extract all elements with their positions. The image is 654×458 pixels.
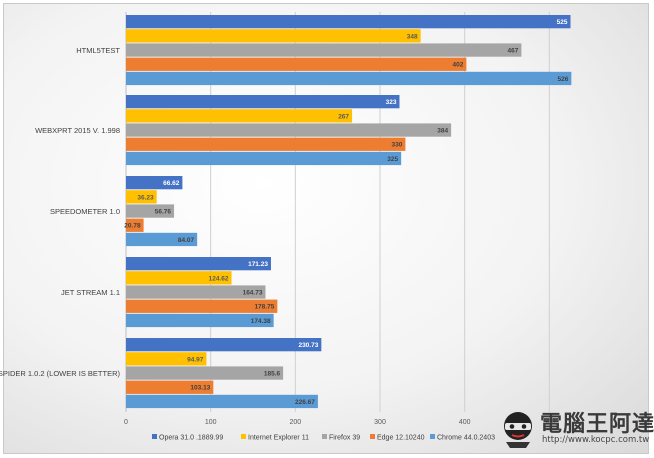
watermark-url: http://www.kocpc.com.tw	[542, 435, 650, 445]
value-label: 94.97	[187, 356, 204, 363]
x-tick-label: 300	[374, 419, 386, 426]
value-label: 171.23	[248, 261, 268, 268]
bar	[126, 380, 214, 394]
x-tick-label: 100	[205, 419, 217, 426]
bar	[126, 271, 232, 285]
value-labels: 525 348 467 402 526 323 267 384 330 325 66.62 36.23…	[124, 19, 568, 406]
bar	[126, 151, 402, 166]
value-label: 103.13	[190, 385, 210, 392]
legend-swatch	[152, 434, 157, 439]
value-label: 384	[437, 127, 448, 134]
value-label: 36.23	[137, 194, 154, 201]
legend-label: Internet Explorer 11	[248, 435, 309, 442]
value-label: 20.78	[124, 223, 141, 230]
value-label: 164.73	[243, 289, 263, 296]
value-label: 185.6	[264, 370, 281, 377]
value-label: 330	[392, 142, 403, 149]
x-tick-labels: 0 100 200 300 400 500	[124, 419, 555, 426]
x-tick-label: 0	[124, 419, 128, 426]
bar	[126, 29, 421, 43]
legend-label: Opera 31.0 .1889.99	[159, 435, 223, 442]
value-label: 325	[387, 156, 398, 163]
bar	[126, 313, 274, 328]
value-label: 402	[453, 62, 464, 69]
value-label: 84.07	[178, 237, 195, 244]
category-label: SPEEDOMETER 1.0	[50, 207, 120, 216]
category-label: HTML5TEST	[76, 46, 120, 55]
bar	[126, 299, 278, 313]
x-tick-label: 200	[289, 419, 301, 426]
legend-label: Chrome 44.0.2403	[437, 435, 495, 442]
legend-swatch	[370, 434, 375, 439]
bar	[126, 176, 183, 190]
value-label: 526	[557, 76, 568, 83]
legend-swatch	[430, 434, 435, 439]
category-label: JET STREAM 1.1	[61, 288, 120, 297]
value-label: 230.73	[298, 342, 318, 349]
value-label: 178.75	[254, 304, 274, 311]
legend-swatch	[322, 434, 327, 439]
bar	[126, 137, 406, 151]
bar	[126, 232, 198, 247]
mascot-logo-icon	[504, 412, 532, 448]
value-label: 124.62	[209, 275, 229, 282]
bar	[126, 285, 266, 299]
category-labels: HTML5TEST WEBXPRT 2015 V. 1.998 SPEEDOMETE…	[0, 46, 120, 378]
watermark-logo-text: 電腦王阿達	[540, 412, 654, 437]
legend: Opera 31.0 .1889.99 Internet Explorer 11 F…	[152, 434, 495, 442]
value-label: 66.62	[163, 180, 180, 187]
legend-label: Edge 12.10240	[377, 435, 425, 442]
bar	[126, 394, 318, 409]
bar	[126, 190, 157, 204]
value-label: 267	[338, 113, 349, 120]
legend-swatch	[241, 434, 246, 439]
watermark: 電腦王阿達 http://www.kocpc.com.tw	[496, 404, 654, 450]
legend-label: Firefox 39	[329, 435, 360, 442]
bar	[126, 43, 522, 57]
bar	[126, 15, 571, 29]
category-label: SUNSPIDER 1.0.2 (LOWER IS BETTER)	[0, 369, 120, 378]
bars	[126, 15, 572, 409]
bar	[126, 109, 353, 123]
bar	[126, 257, 271, 271]
bar	[126, 352, 207, 366]
bar	[126, 123, 452, 137]
value-label: 467	[508, 47, 519, 54]
bar	[126, 71, 572, 86]
bar	[126, 57, 467, 71]
value-label: 226.67	[295, 399, 315, 406]
bar	[126, 204, 175, 218]
value-label: 348	[407, 33, 418, 40]
bar	[126, 95, 400, 109]
value-label: 525	[557, 19, 568, 26]
value-label: 174.38	[251, 318, 271, 325]
x-tick-label: 400	[459, 419, 471, 426]
bar	[126, 338, 322, 352]
category-label: WEBXPRT 2015 V. 1.998	[35, 126, 120, 135]
x-tick-label: 500	[543, 419, 555, 426]
value-label: 323	[386, 99, 397, 106]
bar	[126, 366, 284, 380]
bar	[126, 218, 144, 232]
value-label: 56.76	[155, 208, 172, 215]
